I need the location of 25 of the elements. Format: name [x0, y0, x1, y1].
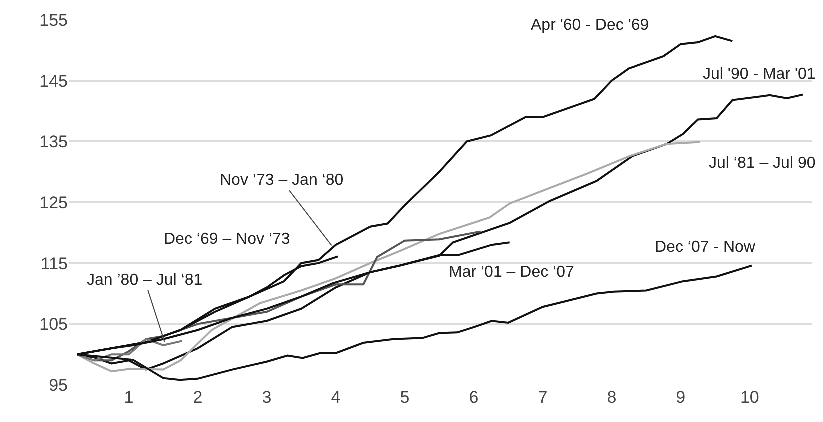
annotation: Apr '60 - Dec '69: [531, 17, 650, 34]
annotation: Mar ‘01 – Dec ‘07: [449, 264, 574, 281]
x-tick-label: 8: [607, 388, 617, 407]
annotation: Jul ‘81 – Jul 90: [709, 155, 816, 172]
annotation: Nov ’73 – Jan ‘80: [220, 172, 344, 189]
y-tick-label: 155: [40, 10, 68, 30]
x-tick-label: 2: [193, 388, 203, 407]
x-tick-label: 5: [400, 388, 410, 407]
annotation: Jan ’80 – Jul ‘81: [87, 272, 203, 289]
annotation: Dec ‘69 – Nov ‘73: [164, 231, 290, 248]
y-tick-label: 95: [49, 376, 68, 395]
annotation: Jul '90 - Mar '01: [703, 66, 816, 83]
y-tick-label: 135: [40, 132, 68, 152]
x-tick-label: 9: [676, 388, 686, 407]
annotation: Dec ‘07 - Now: [655, 239, 756, 256]
y-tick-label: 115: [40, 254, 68, 274]
x-tick-label: 3: [262, 388, 272, 407]
x-tick-label: 6: [469, 388, 479, 407]
y-tick-label: 105: [40, 315, 68, 334]
x-tick-label: 1: [124, 388, 134, 407]
x-tick-label: 10: [740, 388, 760, 407]
x-tick-label: 7: [538, 388, 548, 407]
x-tick-label: 4: [331, 388, 341, 407]
y-tick-label: 125: [40, 193, 68, 212]
y-tick-label: 145: [40, 72, 68, 91]
